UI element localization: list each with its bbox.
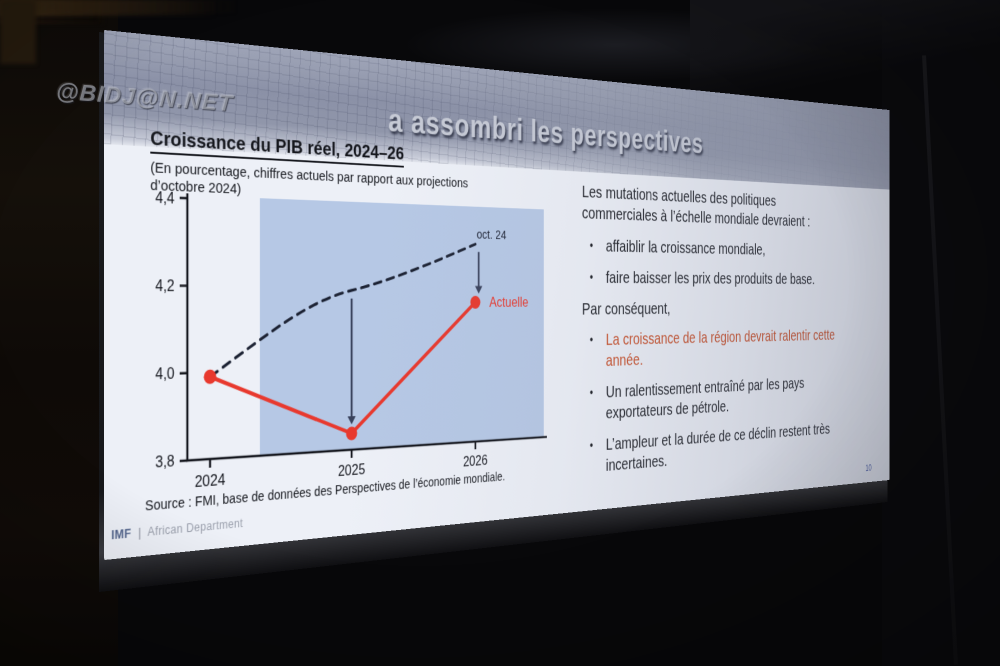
oct24-label: oct. 24	[477, 227, 507, 242]
page-number: 10	[865, 462, 872, 474]
bullet-icon: •	[589, 385, 594, 400]
projection-shaded-band	[259, 198, 544, 456]
footer-separator: |	[138, 525, 142, 540]
highlight-text: La croissance de la région devrait ralen…	[605, 326, 835, 371]
shelf-edge	[0, 0, 235, 13]
y-tick-label: 4,4	[155, 190, 175, 207]
room-wall-left	[0, 0, 118, 666]
actuelle-label: Actuelle	[489, 295, 528, 311]
data-point-marker	[203, 369, 217, 385]
bullet-icon: •	[589, 438, 594, 453]
y-tick-label: 4,0	[155, 366, 174, 384]
gdp-growth-line-chart: 4,4 4,2 4,0 3,8 2024 2025 2026 oct. 24 Actuelle	[155, 189, 561, 491]
x-tick-label: 2025	[338, 462, 365, 480]
ceiling-shadow	[690, 0, 1000, 95]
x-tick-label: 2024	[195, 472, 226, 491]
bullet-icon: •	[589, 270, 594, 285]
bullet-icon: •	[589, 238, 594, 253]
x-tick-label: 2026	[463, 453, 488, 470]
imf-logo-text: IMF	[111, 526, 132, 543]
slide-footer: IMF | African Department	[111, 517, 243, 543]
y-tick-label: 3,8	[155, 453, 174, 472]
bullet-icon: •	[589, 333, 594, 348]
y-tick-label: 4,2	[155, 278, 174, 295]
list-item: • L’ampleur et la durée de ce déclin res…	[582, 419, 844, 479]
list-item: • faire baisser les prix des produits de…	[582, 267, 844, 289]
bullet-text: Un ralentissement entraîné par les pays …	[605, 374, 805, 423]
list-item: • Un ralentissement entraîné par les pay…	[582, 372, 844, 425]
consequence-label: Par conséquent,	[581, 299, 671, 319]
bullet-text: faire baisser les prix des produits de b…	[605, 268, 815, 288]
data-point-marker	[470, 295, 481, 309]
key-messages-panel: Les mutations actuelles des politiques c…	[582, 182, 867, 490]
presentation-slide: a assombri les perspectives Croissance d…	[104, 30, 890, 560]
list-item: • affaiblir la croissance mondiale,	[582, 235, 844, 261]
wall-highlight	[0, 0, 36, 64]
room-wall-right	[882, 0, 1000, 666]
y-tick	[180, 461, 188, 462]
bullet-text: affaiblir la croissance mondiale,	[605, 236, 766, 259]
list-item-highlight: • La croissance de la région devrait ral…	[582, 326, 844, 373]
department-label: African Department	[147, 516, 243, 539]
intro-text: Les mutations actuelles des politiques c…	[581, 182, 811, 231]
bullet-text: L’ampleur et la durée de ce déclin reste…	[605, 420, 830, 475]
